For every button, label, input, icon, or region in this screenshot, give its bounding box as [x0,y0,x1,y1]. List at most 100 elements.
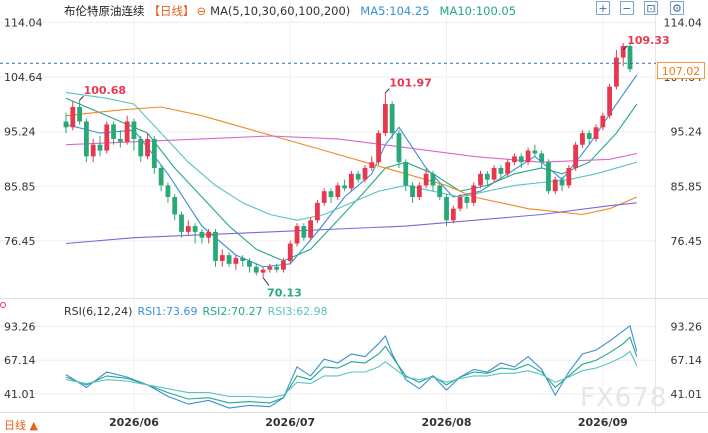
candle-body[interactable] [532,150,538,154]
candle-body[interactable] [389,104,395,134]
candle-body[interactable] [321,191,327,203]
candle-body[interactable] [131,121,137,139]
candle-body[interactable] [546,162,551,192]
settings-gear-icon[interactable]: ⚙ [670,1,684,15]
candle-body[interactable] [301,226,307,238]
candle-body[interactable] [416,185,422,198]
candle-body[interactable] [226,255,232,264]
candle-body[interactable] [362,167,368,180]
candle-body[interactable] [586,133,592,139]
candle-body[interactable] [335,185,341,198]
rsi1-value: RSI1:73.69 [137,305,198,318]
candle-body[interactable] [281,260,286,270]
candle-body[interactable] [559,179,565,186]
candle-body[interactable] [348,173,354,189]
candle-body[interactable] [192,226,198,232]
candle-body[interactable] [308,220,314,238]
candle-body[interactable] [294,226,300,244]
candle-body[interactable] [369,162,375,168]
candle-body[interactable] [342,185,348,189]
candle-body[interactable] [104,124,110,151]
candle-body[interactable] [328,191,334,198]
candle-body[interactable] [539,153,545,163]
candle-body[interactable] [423,173,429,186]
candle-body[interactable] [179,214,184,232]
minus-circle-icon[interactable]: ⊖ [196,4,207,18]
price-tick-right: 114.04 [664,16,703,29]
candle-body[interactable] [124,121,130,142]
candle-body[interactable] [396,133,402,163]
candle-body[interactable] [430,173,436,186]
candle-body[interactable] [512,156,517,163]
candle-body[interactable] [172,197,178,215]
date-tick-label: 2026/06 [109,416,159,429]
candle-body[interactable] [627,45,633,70]
candle-body[interactable] [260,269,266,273]
period-tag[interactable]: 【日线】 [148,4,195,18]
candle-body[interactable] [403,162,409,186]
candle-body[interactable] [620,45,626,58]
candle-body[interactable] [580,133,585,145]
candle-body[interactable] [151,138,157,168]
candle-body[interactable] [199,231,205,238]
candle-body[interactable] [437,185,443,198]
candle-body[interactable] [70,106,76,128]
candle-body[interactable] [382,104,388,134]
candle-body[interactable] [267,266,273,270]
candle-body[interactable] [498,167,504,174]
candle-body[interactable] [464,197,470,203]
candle-body[interactable] [213,231,218,261]
period-switch-button[interactable]: 日线 ▲ [4,419,38,432]
candle-body[interactable] [63,121,69,128]
zoom-out-icon[interactable]: − [620,1,634,15]
candle-body[interactable] [444,197,449,221]
candle-body[interactable] [185,226,191,232]
candle-body[interactable] [450,208,456,221]
candle-body[interactable] [111,124,116,139]
price-tick-left: 114.04 [4,16,43,29]
candle-body[interactable] [566,167,572,186]
candle-body[interactable] [315,202,320,221]
rsi-label: RSI(6,12,24) [64,305,133,318]
candle-body[interactable] [253,266,259,273]
candle-body[interactable] [457,197,463,209]
candle-body[interactable] [593,127,599,139]
candle-body[interactable] [219,255,225,261]
candle-body[interactable] [145,138,150,157]
candle-body[interactable] [355,173,361,180]
candle-body[interactable] [240,258,246,261]
candle-body[interactable] [158,167,164,186]
candle-body[interactable] [410,185,415,198]
candle-body[interactable] [552,179,558,192]
candle-body[interactable] [491,167,497,180]
fit-screen-icon[interactable]: ⊡ [644,1,658,15]
candle-body[interactable] [573,144,579,168]
candle-body[interactable] [165,185,171,198]
candle-body[interactable] [478,173,483,186]
candle-body[interactable] [614,57,619,87]
candle-body[interactable] [77,106,82,122]
candle-body[interactable] [471,185,477,203]
annotation-pointer [385,88,390,93]
candle-body[interactable] [505,162,511,174]
candle-body[interactable] [525,150,531,163]
candle-body[interactable] [518,156,524,163]
candle-body[interactable] [607,86,613,116]
candle-body[interactable] [83,121,89,157]
candle-body[interactable] [274,266,280,270]
candle-body[interactable] [600,115,606,128]
candle-body[interactable] [484,173,490,180]
candle-body[interactable] [233,258,239,264]
candle-body[interactable] [117,138,123,142]
zoom-in-icon[interactable]: + [596,1,610,15]
ma-line-ma30 [65,91,637,221]
candle-body[interactable] [97,144,103,151]
candle-body[interactable] [138,138,144,157]
ma-label: MA(5,10,30,60,100,200) [210,4,351,18]
annotation-high-label: 109.33 [627,34,669,47]
candle-body[interactable] [206,231,212,238]
candle-body[interactable] [287,243,293,261]
candle-body[interactable] [376,133,381,163]
candle-body[interactable] [90,144,96,157]
candle-body[interactable] [247,260,252,267]
